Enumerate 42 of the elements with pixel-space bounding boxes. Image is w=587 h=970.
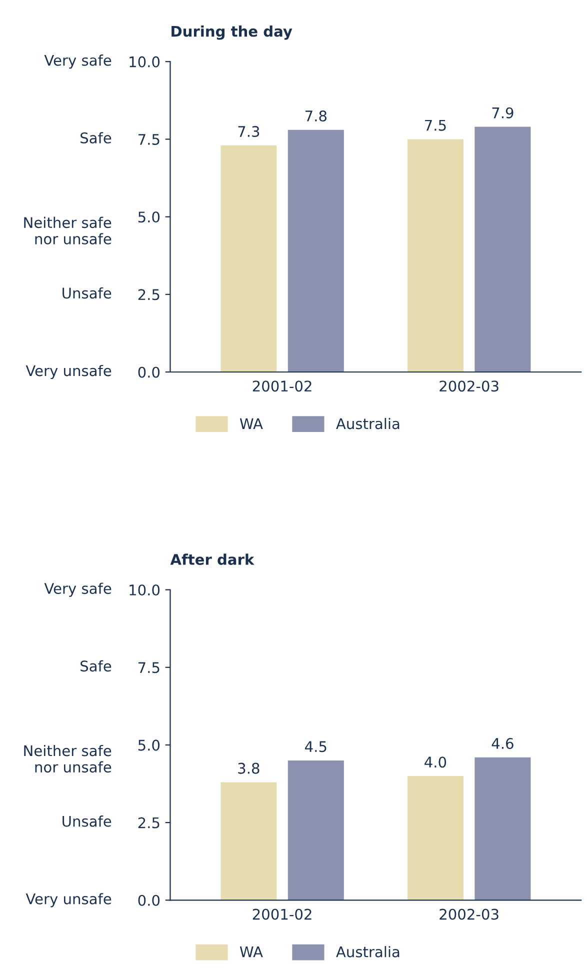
text: Safe [80,660,112,672]
bar [288,130,344,372]
data-label: 4.0 [424,756,446,768]
x-tick-label: 2001-02 [252,908,312,920]
x-tick-label: 2002-03 [440,908,498,920]
y-tick-label: 2.5 [138,289,160,300]
x-tick-label: 2002-03 [440,380,498,392]
bar [407,139,464,372]
text: Neither safe nor unsafe [24,216,112,244]
data-label: 7.5 [425,120,446,131]
text: Very safe [44,582,112,597]
y-tick-label: 7.5 [138,662,160,674]
text: Very unsafe [26,364,112,380]
legend-label: Australia [336,946,400,958]
x-tick-label: 2001-02 [252,380,312,392]
text: Unsafe [62,816,112,827]
data-label: 3.8 [238,762,260,774]
y-tick-label: 2.5 [138,817,160,828]
y-tick-label: 0.0 [138,366,160,378]
y-tick-label: 7.5 [138,134,160,145]
text: Very unsafe [26,893,112,908]
data-label: 4.5 [305,741,326,752]
y-tick-label: 5.0 [138,212,160,223]
y-tick-label: 0.0 [138,894,160,906]
text: Safe [80,132,112,144]
chart-title: During the day [172,26,292,40]
text: Neither safe nor unsafe [24,744,112,773]
data-label: 4.6 [492,738,514,749]
text: Unsafe [62,287,112,299]
chart-title: After dark [170,554,254,565]
y-tick-label: 10.0 [130,56,160,68]
y-tick-label: 5.0 [138,740,160,751]
data-label: 7.3 [238,126,260,138]
data-label: 7.8 [306,110,327,122]
text: Very safe [44,54,112,69]
data-label: 7.9 [492,107,514,118]
legend-label: Australia [336,418,400,430]
legend-label: WA [240,418,263,429]
bar [474,126,531,372]
y-tick-label: 10.0 [130,584,160,596]
bar [220,145,277,372]
legend-label: WA [240,946,263,958]
